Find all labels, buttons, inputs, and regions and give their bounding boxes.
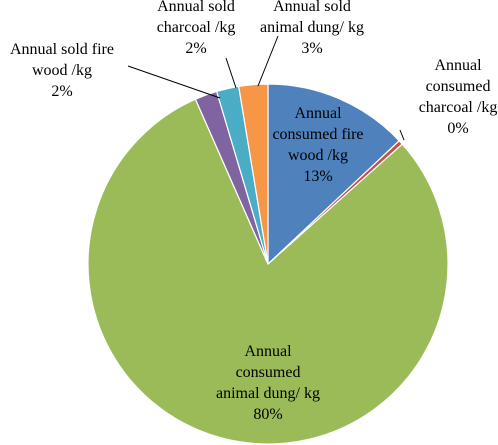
pie-slice-0 [267,83,401,266]
slice-label-line: 2% [185,40,206,57]
slice-label-line: consumed [426,78,491,95]
slice-label-line: animal dung/ kg [260,19,364,36]
pie-slice-2 [87,98,449,445]
slice-label-4: Annual sold charcoal /kg 2% [157,0,236,57]
leader-line-4 [225,57,237,89]
slice-labels: Annual consumed fire wood /kg 13% Annual cons… [10,0,497,423]
slice-label-3: Annual sold fire wood /kg 2% [10,41,114,100]
leader-line-3 [127,65,221,99]
slice-label-5: Annual sold animal dung/ kg 3% [260,0,364,57]
slice-label-line: 2% [51,83,72,100]
slice-label-2: Annual consumed animal dung/ kg 80% [216,343,320,423]
slice-label-line: wood /kg [288,147,348,164]
pie-slice-5 [238,83,269,265]
slice-label-line: wood /kg [32,62,92,79]
slice-label-line: 3% [301,40,322,57]
slice-label-line: charcoal /kg [157,19,236,36]
slice-label-line: Annual sold [273,0,351,15]
slice-label-line: consumed [236,364,301,381]
slice-label-line: Annual [434,57,482,74]
slice-label-line: consumed fire [272,126,363,143]
leader-line-5 [257,35,279,87]
pie-slices [87,83,449,445]
slice-label-0: Annual consumed fire wood /kg 13% [272,105,363,185]
slice-label-line: 80% [253,406,282,423]
slice-label-line: Annual [244,343,292,360]
slice-label-line: animal dung/ kg [216,385,320,402]
slice-label-line: Annual sold [157,0,235,15]
leader-lines [127,35,405,141]
slice-label-1: Annual consumed charcoal /kg 0% [419,57,498,137]
slice-label-line: Annual [294,105,342,122]
slice-label-line: charcoal /kg [419,99,498,116]
slice-label-line: 13% [303,168,332,185]
leader-line-1 [399,129,405,141]
slice-label-line: Annual sold fire [10,41,114,58]
slice-label-line: 0% [447,120,468,137]
